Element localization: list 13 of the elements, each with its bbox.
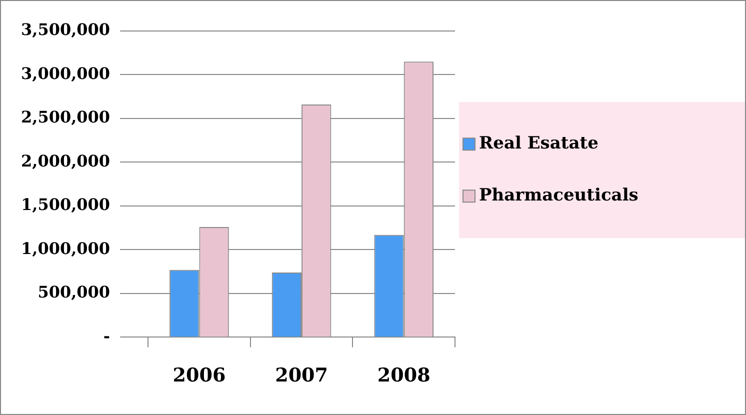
x-tick-label: 2006	[172, 364, 226, 387]
y-tick-label: 3,500,000	[20, 20, 110, 40]
y-tick-label: -	[103, 326, 110, 346]
y-tick-label: 1,000,000	[20, 238, 110, 258]
x-tick-label: 2008	[377, 364, 430, 387]
legend-label: Pharmaceuticals	[479, 186, 638, 206]
legend-label: Real Esatate	[479, 134, 599, 154]
y-tick-label: 3,000,000	[20, 64, 110, 83]
y-tick-label: 1,500,000	[20, 195, 110, 214]
y-tick-label: 500,000	[38, 282, 110, 302]
y-tick-label: 2,000,000	[20, 151, 110, 170]
x-tick-label: 2007	[275, 364, 328, 387]
y-tick-label: 2,500,000	[20, 108, 110, 127]
